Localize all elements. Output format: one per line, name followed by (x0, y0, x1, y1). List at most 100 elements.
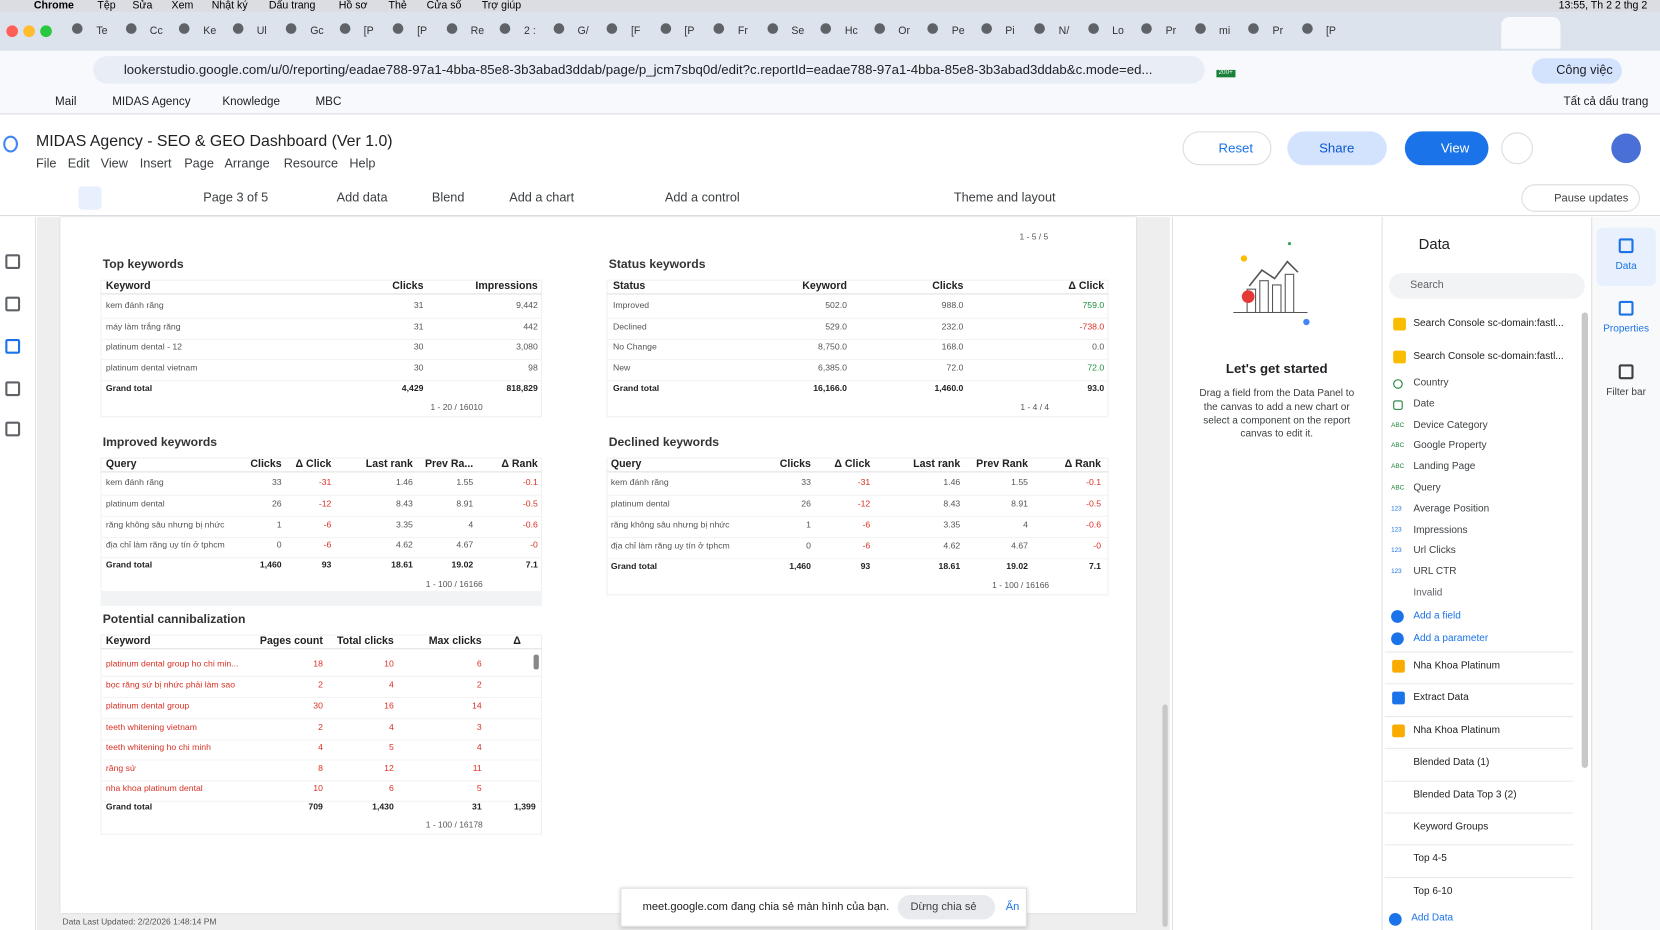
menu-item[interactable]: Cửa sổ (427, 0, 462, 12)
profile-name[interactable]: Công việc (1556, 64, 1613, 79)
column-header[interactable]: Query (106, 459, 137, 471)
rail-icon[interactable] (5, 422, 20, 437)
side-tab[interactable]: Data (1615, 262, 1636, 274)
url[interactable]: lookerstudio.google.com/u/0/reporting/ea… (124, 62, 1153, 77)
tab[interactable]: Pr (1166, 25, 1177, 37)
column-header[interactable]: Keyword (106, 281, 151, 293)
tab[interactable]: Pi (1005, 25, 1014, 37)
column-header[interactable]: Last rank (366, 459, 413, 471)
window-button[interactable] (6, 25, 18, 37)
rail-icon[interactable] (5, 297, 20, 312)
app-menu-item[interactable]: File (36, 157, 56, 172)
tab[interactable]: Pe (952, 25, 965, 37)
side-tab-icon[interactable] (1619, 238, 1634, 253)
theme-button[interactable]: Theme and layout (954, 191, 1056, 206)
share-label[interactable]: Share (1319, 141, 1354, 156)
bookmark[interactable]: Mail (55, 95, 76, 108)
field[interactable]: Average Position (1413, 504, 1489, 516)
dataset[interactable]: Extract Data (1413, 693, 1468, 705)
data-source[interactable]: Search Console sc-domain:fastl... (1413, 319, 1563, 331)
rail-icon[interactable] (5, 254, 20, 269)
app-menu-item[interactable]: Arrange (224, 157, 269, 172)
column-header[interactable]: Total clicks (337, 636, 394, 648)
menu-item[interactable]: Sửa (132, 0, 152, 12)
column-header[interactable]: Prev Rank (976, 459, 1028, 471)
menu-item[interactable]: Nhật ký (212, 0, 248, 12)
add-parameter-link[interactable]: Add a parameter (1413, 633, 1488, 645)
field[interactable]: Landing Page (1413, 462, 1475, 474)
tab[interactable]: Se (791, 25, 804, 37)
field[interactable]: Query (1413, 483, 1440, 495)
column-header[interactable]: Pages count (260, 636, 323, 648)
active-tab[interactable] (1501, 17, 1560, 49)
dataset[interactable]: Blended Data (1) (1413, 758, 1489, 770)
side-tab[interactable]: Properties (1603, 324, 1649, 336)
field[interactable]: Impressions (1413, 525, 1467, 537)
app-menu-item[interactable]: View (101, 157, 128, 172)
app-menu-item[interactable]: Insert (140, 157, 172, 172)
column-header[interactable]: Keyword (106, 636, 151, 648)
reset-label[interactable]: Reset (1219, 141, 1254, 156)
column-header[interactable]: Clicks (392, 281, 423, 293)
column-header[interactable]: Δ (513, 636, 521, 648)
stop-share-label[interactable]: Dừng chia sẻ (910, 900, 976, 913)
menu-item[interactable]: Chrome (34, 0, 74, 12)
dataset[interactable]: Keyword Groups (1413, 822, 1488, 834)
page-nav[interactable]: Page 3 of 5 (203, 191, 268, 206)
menu-item[interactable]: Xem (172, 0, 194, 12)
tab[interactable]: Or (898, 25, 910, 37)
column-header[interactable]: Δ Click (1068, 281, 1104, 293)
column-header[interactable]: Δ Rank (1065, 459, 1101, 471)
column-header[interactable]: Δ Click (834, 459, 870, 471)
search-placeholder[interactable]: Search (1410, 280, 1444, 292)
dataset[interactable]: Top 4-5 (1413, 854, 1447, 866)
hide-button[interactable]: Ẩn (1006, 900, 1020, 913)
menu-item[interactable]: Dấu trang (269, 0, 315, 12)
add-control-button[interactable]: Add a control (665, 191, 740, 206)
app-menu-item[interactable]: Help (349, 157, 375, 172)
bookmark[interactable]: MIDAS Agency (112, 95, 190, 108)
tab[interactable]: G/ (578, 25, 589, 37)
field[interactable]: Invalid (1413, 588, 1442, 600)
window-button[interactable] (40, 25, 52, 37)
tab[interactable]: [P (417, 25, 427, 37)
column-header[interactable]: Last rank (913, 459, 960, 471)
app-menu-item[interactable]: Edit (68, 157, 90, 172)
menu-item[interactable]: Tệp (97, 0, 115, 12)
dataset[interactable]: Nha Khoa Platinum (1413, 725, 1500, 737)
tab[interactable]: Gc (310, 25, 324, 37)
side-tab-icon[interactable] (1619, 364, 1634, 379)
tab[interactable]: Fr (738, 25, 748, 37)
field[interactable]: Url Clicks (1413, 546, 1455, 558)
menu-item[interactable]: Trợ giúp (482, 0, 522, 12)
column-header[interactable]: Δ Rank (501, 459, 537, 471)
tab[interactable]: [P (684, 25, 694, 37)
dataset[interactable]: Top 6-10 (1413, 886, 1452, 898)
blend-button[interactable]: Blend (432, 191, 465, 206)
field[interactable]: Date (1413, 399, 1434, 411)
report-title[interactable]: MIDAS Agency - SEO & GEO Dashboard (Ver … (36, 132, 393, 150)
dataset[interactable]: Blended Data Top 3 (2) (1413, 790, 1516, 802)
data-source[interactable]: Search Console sc-domain:fastl... (1413, 352, 1563, 364)
column-header[interactable]: Status (613, 281, 645, 293)
tab[interactable]: Pr (1273, 25, 1284, 37)
app-menu-item[interactable]: Resource (284, 157, 338, 172)
bookmark[interactable]: MBC (315, 95, 341, 108)
column-header[interactable]: Clicks (250, 459, 281, 471)
tab[interactable]: [F (631, 25, 640, 37)
tab[interactable]: Hc (845, 25, 858, 37)
add-field-link[interactable]: Add a field (1413, 611, 1461, 623)
add-data-button[interactable]: Add data (337, 191, 388, 206)
field[interactable]: Google Property (1413, 441, 1486, 453)
column-header[interactable]: Δ Click (296, 459, 332, 471)
tab[interactable]: Lo (1112, 25, 1124, 37)
select-tool[interactable] (78, 186, 101, 209)
menu-item[interactable]: Thẻ (389, 0, 407, 12)
tab[interactable]: Ul (257, 25, 267, 37)
tab[interactable]: Te (96, 25, 107, 37)
tab[interactable]: [P (1326, 25, 1336, 37)
field[interactable]: URL CTR (1413, 567, 1456, 579)
column-header[interactable]: Keyword (802, 281, 847, 293)
add-chart-button[interactable]: Add a chart (509, 191, 574, 206)
avatar[interactable] (1611, 133, 1641, 163)
